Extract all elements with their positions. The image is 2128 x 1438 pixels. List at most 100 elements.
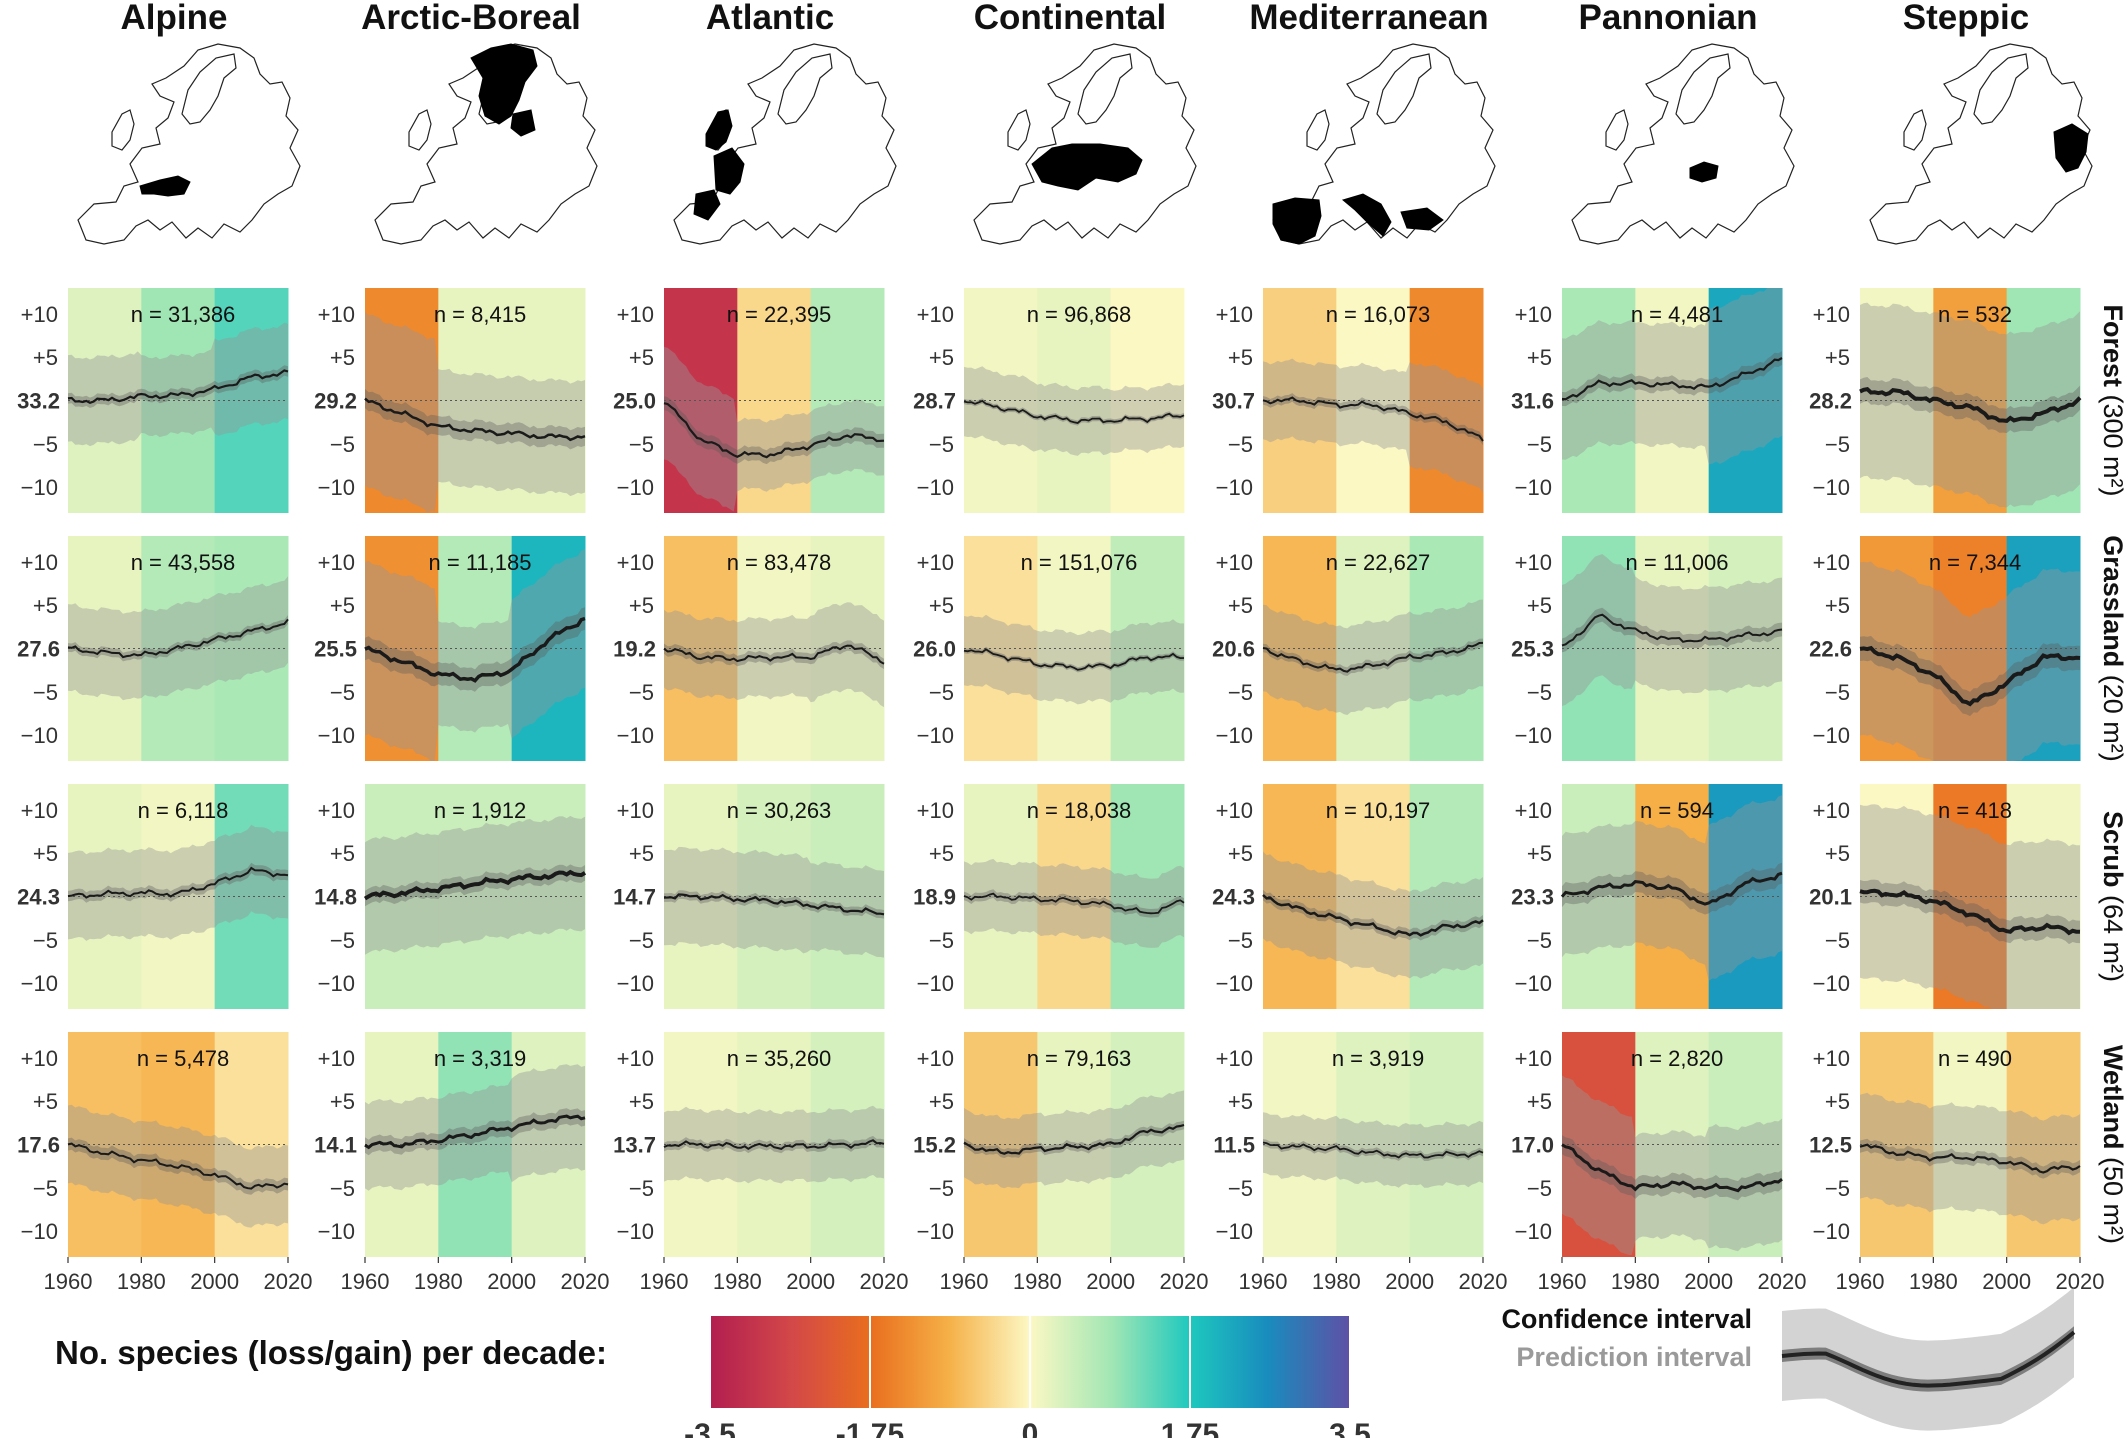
y-tick-label: +10: [21, 1046, 58, 1071]
legend-trend-line: [1781, 1330, 2076, 1388]
x-tick-label: 1980: [1013, 1269, 1062, 1294]
baseline-richness: 22.6: [1809, 637, 1852, 662]
y-tick-label: +5: [33, 841, 58, 866]
prediction-interval: [1860, 804, 2080, 1009]
x-tick-label: 1960: [1239, 1269, 1288, 1294]
trend-line: [1262, 641, 1484, 673]
sample-size-label: n = 22,395: [727, 302, 832, 327]
y-tick-label: −10: [1216, 1219, 1253, 1244]
y-tick-label: +5: [1527, 593, 1552, 618]
scandinavia-outline: [1376, 53, 1432, 125]
sample-size-label: n = 79,163: [1027, 1046, 1132, 1071]
panel-forest-atlantic: +10 +5 −5 −10 25.0 n = 22,395: [613, 288, 885, 513]
region-highlight: [693, 109, 745, 221]
panel-scrub-arctic-boreal: +10 +5 −5 −10 14.8 n = 1,912: [314, 784, 587, 1009]
sample-size-label: n = 18,038: [1027, 798, 1132, 823]
trend-line: [1561, 1143, 1783, 1193]
region-highlight: [1689, 161, 1719, 183]
prediction-interval: [1562, 554, 1782, 706]
y-tick-label: −10: [21, 723, 58, 748]
y-tick-label: −10: [318, 475, 355, 500]
y-tick-label: +5: [629, 593, 654, 618]
x-tick-label: 2000: [190, 1269, 239, 1294]
region-map-arctic-boreal: [374, 43, 598, 245]
prediction-interval: [68, 824, 288, 941]
prediction-interval: [68, 576, 288, 701]
panel-scrub-alpine: +10 +5 −5 −10 24.3 n = 6,118: [17, 784, 289, 1009]
trend-line: [1262, 1141, 1484, 1159]
habitat-name: Wetland: [2098, 1045, 2128, 1150]
confidence-interval: [1263, 889, 1483, 941]
slope-band: [511, 288, 586, 513]
baseline-richness: 19.2: [613, 637, 656, 662]
y-tick-label: +10: [1216, 798, 1253, 823]
panel-wetland-arctic-boreal: +10 +5 −5 −10 14.1 n = 3,319 1960 1980 2000 2020: [314, 1032, 609, 1294]
sample-size-label: n = 418: [1938, 798, 2012, 823]
panel-forest-mediterranean: +10 +5 −5 −10 30.7 n = 16,073: [1212, 288, 1484, 513]
confidence-interval: [1860, 635, 2080, 717]
y-tick-label: +5: [33, 345, 58, 370]
y-tick-label: −10: [1515, 1219, 1552, 1244]
britain-outline: [1007, 109, 1031, 151]
baseline-richness: 20.1: [1809, 885, 1852, 910]
y-tick-label: −5: [330, 928, 355, 953]
y-tick-label: −5: [33, 680, 58, 705]
y-tick-label: −5: [1825, 432, 1850, 457]
prediction-interval: [964, 858, 1184, 948]
x-tick-label: 1980: [1312, 1269, 1361, 1294]
y-tick-label: −5: [1228, 1176, 1253, 1201]
y-tick-label: −5: [330, 1176, 355, 1201]
y-tick-label: +10: [1515, 550, 1552, 575]
trend-line: [364, 1114, 586, 1150]
trend-line: [663, 402, 885, 459]
trend-line: [1859, 888, 2081, 936]
y-tick-label: −5: [629, 680, 654, 705]
y-tick-label: +10: [1216, 550, 1253, 575]
trend-line: [67, 866, 289, 899]
y-tick-label: +10: [1216, 302, 1253, 327]
y-tick-label: −5: [629, 928, 654, 953]
confidence-interval: [1263, 1139, 1483, 1161]
prediction-interval: [964, 366, 1184, 456]
baseline-richness: 12.5: [1809, 1133, 1852, 1158]
habitat-label-wetland: Wetland (50 m²): [2098, 1045, 2128, 1244]
y-tick-label: +5: [629, 841, 654, 866]
region-title-pannonian: Pannonian: [1579, 0, 1758, 37]
y-tick-label: +5: [629, 1089, 654, 1114]
y-tick-label: +5: [1228, 345, 1253, 370]
region-title-mediterranean: Mediterranean: [1249, 0, 1488, 37]
y-tick-label: −5: [1825, 1176, 1850, 1201]
y-tick-label: +5: [929, 593, 954, 618]
slope-band: [810, 536, 885, 761]
slope-band: [214, 1032, 289, 1257]
x-tick-label: 2020: [2056, 1269, 2105, 1294]
panel-forest-steppic: +10 +5 −5 −10 28.2 n = 532: [1809, 288, 2082, 513]
sample-size-label: n = 532: [1938, 302, 2012, 327]
y-tick-label: −10: [1813, 971, 1850, 996]
slope-band: [1110, 288, 1185, 513]
habitat-plot-area: (20 m²): [2098, 667, 2128, 762]
confidence-interval-label: Confidence interval: [1501, 1304, 1752, 1334]
y-tick-label: −5: [1527, 432, 1552, 457]
prediction-interval: [964, 1090, 1184, 1189]
slope-band: [1409, 784, 1484, 1009]
habitat-name: Scrub: [2098, 811, 2128, 888]
x-tick-label: 1960: [1538, 1269, 1587, 1294]
y-tick-label: +10: [21, 798, 58, 823]
sample-size-label: n = 31,386: [131, 302, 236, 327]
region-map-steppic: [1869, 43, 2093, 245]
x-tick-label: 2020: [1459, 1269, 1508, 1294]
scandinavia-outline: [777, 53, 833, 125]
baseline-richness: 28.7: [913, 389, 956, 414]
y-tick-label: −10: [1813, 1219, 1850, 1244]
slope-band: [2006, 784, 2081, 1009]
trend-line: [1859, 1143, 2081, 1174]
y-tick-label: +5: [1825, 1089, 1850, 1114]
sample-size-label: n = 11,006: [1626, 550, 1729, 575]
confidence-interval: [1562, 351, 1782, 407]
x-tick-label: 2020: [1160, 1269, 1209, 1294]
y-tick-label: −10: [617, 475, 654, 500]
sample-size-label: n = 151,076: [1021, 550, 1138, 575]
y-tick-label: −10: [1515, 723, 1552, 748]
y-tick-label: +10: [1813, 302, 1850, 327]
